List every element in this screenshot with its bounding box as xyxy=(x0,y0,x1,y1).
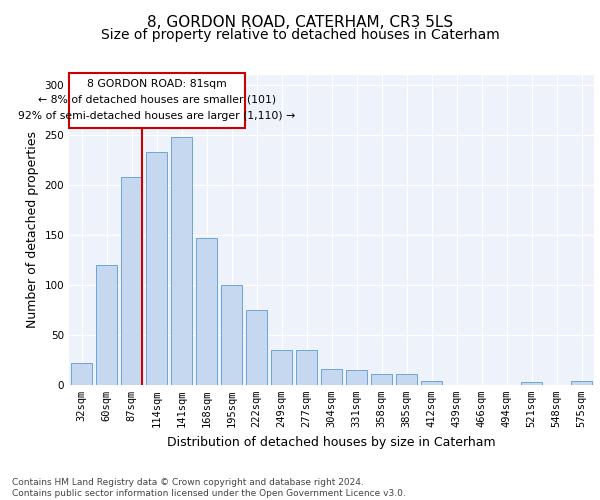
Bar xyxy=(196,238,217,385)
Bar xyxy=(71,363,92,385)
Bar xyxy=(371,374,392,385)
Bar xyxy=(96,265,117,385)
Bar xyxy=(521,382,542,385)
Bar xyxy=(346,370,367,385)
Bar xyxy=(246,310,267,385)
Text: 8, GORDON ROAD, CATERHAM, CR3 5LS: 8, GORDON ROAD, CATERHAM, CR3 5LS xyxy=(147,15,453,30)
Bar xyxy=(421,381,442,385)
X-axis label: Distribution of detached houses by size in Caterham: Distribution of detached houses by size … xyxy=(167,436,496,448)
Bar xyxy=(296,350,317,385)
Text: Size of property relative to detached houses in Caterham: Size of property relative to detached ho… xyxy=(101,28,499,42)
Bar xyxy=(121,177,142,385)
Bar xyxy=(321,369,342,385)
Bar xyxy=(271,350,292,385)
Bar xyxy=(571,381,592,385)
Bar xyxy=(171,137,192,385)
Text: 8 GORDON ROAD: 81sqm
← 8% of detached houses are smaller (101)
92% of semi-detac: 8 GORDON ROAD: 81sqm ← 8% of detached ho… xyxy=(19,80,296,120)
Bar xyxy=(146,152,167,385)
Bar xyxy=(221,285,242,385)
Text: Contains HM Land Registry data © Crown copyright and database right 2024.
Contai: Contains HM Land Registry data © Crown c… xyxy=(12,478,406,498)
Y-axis label: Number of detached properties: Number of detached properties xyxy=(26,132,39,328)
Bar xyxy=(396,374,417,385)
